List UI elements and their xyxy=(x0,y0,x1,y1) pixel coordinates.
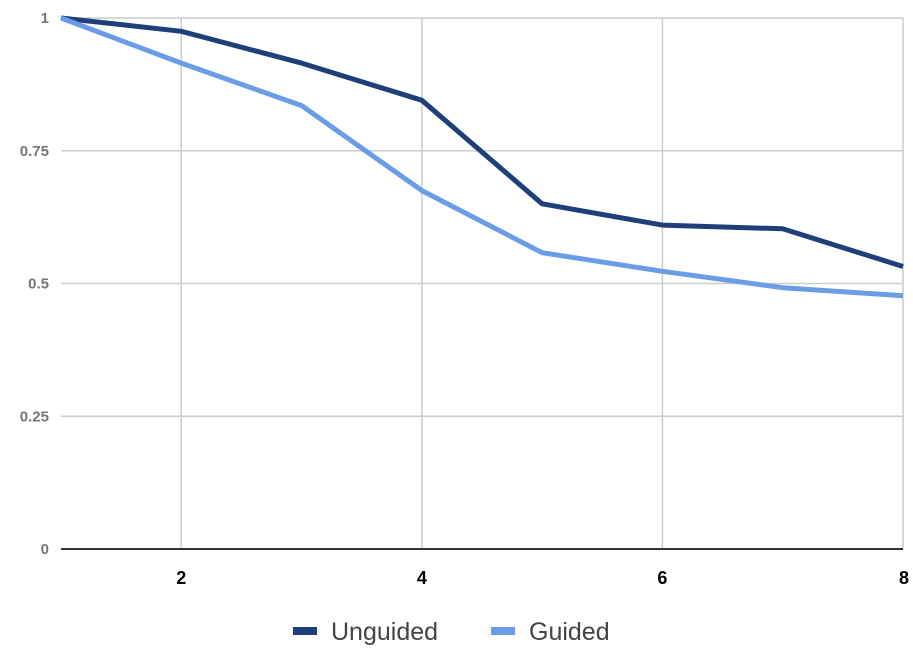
legend-swatch-guided xyxy=(491,627,515,635)
gridlines xyxy=(61,17,904,549)
y-tick-label: 0.5 xyxy=(28,276,49,293)
series-line-unguided xyxy=(60,15,904,269)
y-tick-label: 0 xyxy=(41,541,49,558)
series-lines xyxy=(60,15,904,299)
x-tick-label: 6 xyxy=(657,568,667,588)
x-tick-label: 4 xyxy=(417,568,427,588)
legend-label-guided: Guided xyxy=(529,618,610,646)
legend: Unguided Guided xyxy=(293,618,610,646)
y-tick-label: 1 xyxy=(41,10,49,27)
tick-labels: 0 0.25 0.5 0.75 1 2 4 6 8 xyxy=(20,10,909,588)
x-tick-label: 8 xyxy=(899,568,909,588)
legend-label-unguided: Unguided xyxy=(331,618,438,646)
legend-swatch-unguided xyxy=(293,627,317,635)
series-line-guided xyxy=(60,15,904,299)
x-tick-label: 2 xyxy=(176,568,186,588)
y-tick-label: 0.75 xyxy=(20,143,49,160)
y-tick-label: 0.25 xyxy=(20,408,49,425)
